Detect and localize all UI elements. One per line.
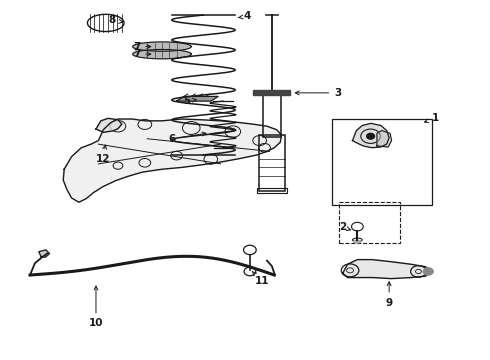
Text: 5: 5 <box>183 96 196 106</box>
Text: 4: 4 <box>238 12 251 22</box>
Text: 11: 11 <box>252 271 270 286</box>
Bar <box>332 119 432 205</box>
Bar <box>253 90 291 95</box>
Polygon shape <box>377 131 392 147</box>
Bar <box>257 188 287 193</box>
Text: 7: 7 <box>133 42 151 51</box>
Bar <box>259 135 285 191</box>
Text: 8: 8 <box>108 15 123 26</box>
Text: 2: 2 <box>339 222 350 232</box>
Circle shape <box>367 134 374 139</box>
Polygon shape <box>133 49 191 59</box>
Polygon shape <box>133 42 191 51</box>
Text: 10: 10 <box>89 286 103 328</box>
Bar <box>339 202 400 243</box>
Polygon shape <box>352 123 389 148</box>
Text: 3: 3 <box>295 88 342 98</box>
Polygon shape <box>343 260 430 279</box>
Polygon shape <box>63 119 282 202</box>
Text: 6: 6 <box>168 132 206 144</box>
Polygon shape <box>96 118 122 132</box>
Text: 1: 1 <box>424 113 439 123</box>
Text: 7: 7 <box>133 49 151 59</box>
Text: 9: 9 <box>386 282 392 308</box>
Polygon shape <box>39 250 49 257</box>
Text: 12: 12 <box>96 145 111 164</box>
Bar <box>263 95 281 137</box>
Polygon shape <box>176 96 218 101</box>
Circle shape <box>423 268 433 275</box>
Ellipse shape <box>353 240 361 243</box>
